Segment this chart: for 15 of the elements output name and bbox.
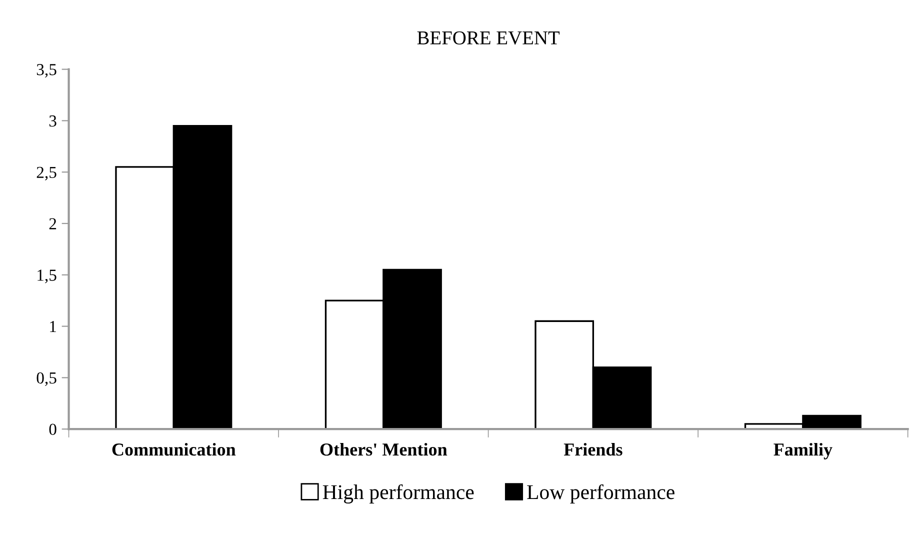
x-tick-label: Others' Mention — [320, 442, 448, 456]
y-tick-label: 0,5 — [36, 372, 56, 386]
chart-title: BEFORE EVENT — [417, 31, 560, 45]
legend-label: High performance — [322, 484, 474, 504]
x-tick-label: Familiy — [774, 442, 832, 460]
y-tick-label: 2,5 — [36, 166, 56, 180]
y-tick-label: 2 — [49, 218, 56, 230]
y-tick-label: 3 — [49, 115, 56, 127]
y-tick-label: 1 — [50, 321, 56, 332]
x-tick-label: Friends — [564, 442, 622, 456]
legend-label: Low performance — [527, 484, 674, 504]
x-tick-label: Communication — [112, 442, 236, 456]
y-tick-label: 0 — [49, 424, 56, 436]
y-tick-label: 3,5 — [36, 64, 56, 78]
y-tick-label: 1,5 — [38, 270, 56, 284]
